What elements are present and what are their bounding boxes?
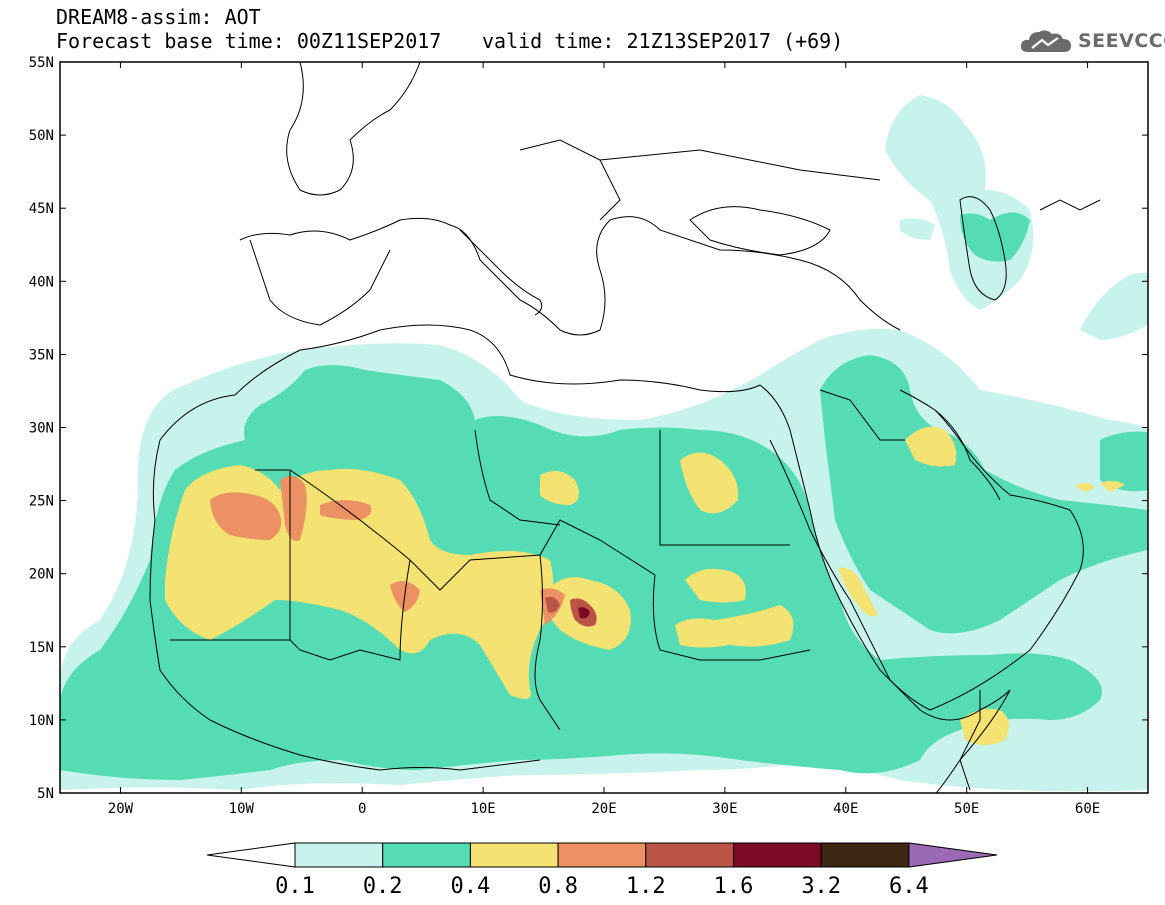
aot-level-0-1 — [885, 95, 1034, 310]
lat-tick-label: 40N — [29, 274, 54, 290]
lon-tick-label: 20E — [591, 801, 616, 817]
aot-level-0-8 — [280, 476, 307, 541]
forecast-base-time: Forecast base time: 00Z11SEP2017 — [56, 29, 442, 53]
europe-coastline — [239, 216, 901, 336]
colorbar-label: 1.2 — [626, 874, 666, 899]
colorbar-label: 1.6 — [714, 874, 754, 899]
border-line — [519, 139, 621, 221]
border-line — [659, 430, 790, 546]
colorbar-swatch — [820, 842, 910, 868]
lat-tick-label: 50N — [29, 128, 54, 144]
aot-level-0-2 — [1100, 431, 1148, 492]
aot-level-0-4 — [1075, 483, 1095, 492]
colorbar-swatch — [294, 842, 384, 868]
colorbar-label: 3.2 — [801, 874, 841, 899]
aot-level-0-4 — [838, 567, 878, 617]
aot-level-0-4 — [540, 471, 579, 505]
colorbar: 0.1 0.2 0.4 0.8 1.2 1.6 3.2 6.4 — [206, 842, 997, 899]
arabia-coast — [899, 389, 1084, 711]
colorbar-swatch — [382, 842, 471, 868]
colorbar-label: 0.1 — [275, 874, 315, 899]
black-sea — [689, 206, 831, 256]
colorbar-label: 0.8 — [538, 874, 578, 899]
border-line — [819, 389, 905, 441]
aot-level-0-1 — [900, 218, 935, 240]
latitude-axis: 5N 10N 15N 20N 25N 30N 35N 40N 45N 50N 55N — [29, 55, 1148, 802]
coastlines — [149, 62, 1101, 793]
lon-tick-label: 0 — [358, 801, 366, 817]
lon-tick-label: 50E — [954, 801, 979, 817]
italy-coast — [459, 229, 543, 316]
valid-time: valid time: 21Z13SEP2017 (+69) — [482, 29, 844, 53]
border-line — [534, 554, 561, 731]
lat-tick-label: 55N — [29, 55, 54, 71]
cloud-icon — [1020, 30, 1071, 52]
lon-tick-label: 60E — [1075, 801, 1100, 817]
west-africa-coast — [149, 439, 541, 771]
lat-tick-label: 25N — [29, 494, 54, 510]
colorbar-swatch — [645, 842, 734, 868]
lon-tick-label: 20W — [108, 801, 134, 817]
red-sea-east-coast — [769, 439, 931, 711]
colorbar-low-arrow — [206, 842, 296, 868]
border-line — [474, 429, 561, 526]
aot-level-0-8 — [320, 500, 372, 520]
aot-field — [60, 95, 1148, 792]
lat-tick-label: 20N — [29, 567, 54, 583]
caspian-sea — [959, 196, 1007, 301]
lat-tick-label: 5N — [37, 786, 54, 802]
colorbar-swatch — [733, 842, 822, 868]
lat-tick-label: 30N — [29, 421, 54, 437]
border-line — [959, 690, 981, 791]
seevccc-logo: SEEVCCC — [1018, 24, 1165, 58]
border-line — [289, 469, 656, 591]
lat-tick-label: 45N — [29, 201, 54, 217]
colorbar-label: 0.4 — [451, 874, 491, 899]
border-line — [289, 559, 411, 661]
aot-level-0-1 — [1080, 272, 1148, 340]
north-europe-coast — [286, 62, 421, 196]
logo-text: SEEVCCC — [1078, 30, 1165, 52]
aot-level-0-8 — [210, 492, 282, 540]
lon-tick-label: 40E — [833, 801, 858, 817]
lat-tick-label: 35N — [29, 347, 54, 363]
aot-level-0-4 — [905, 426, 957, 467]
aot-level-0-4 — [1100, 480, 1125, 492]
iberia — [249, 239, 391, 326]
aot-level-0-4 — [685, 568, 746, 603]
colorbar-swatch — [469, 842, 559, 868]
aot-level-0-2 — [960, 212, 1030, 262]
lon-tick-label: 10W — [229, 801, 255, 817]
lat-tick-label: 10N — [29, 713, 54, 729]
border-line — [652, 574, 811, 661]
aot-level-0-4 — [675, 605, 794, 648]
colorbar-label: 6.4 — [889, 874, 929, 899]
colorbar-swatch — [557, 842, 647, 868]
colorbar-high-arrow — [908, 842, 997, 868]
aot-level-0-2 — [820, 355, 1148, 634]
lon-tick-label: 10E — [470, 801, 495, 817]
aot-level-1-2 — [545, 596, 560, 613]
border-line — [170, 469, 291, 641]
aot-level-1-6 — [578, 607, 590, 619]
lon-tick-label: 30E — [712, 801, 737, 817]
colorbar-label: 0.2 — [363, 874, 403, 899]
persian-gulf — [934, 409, 1001, 501]
product-title: DREAM8-assim: AOT — [56, 5, 261, 29]
border-line — [1039, 199, 1101, 211]
aot-level-0-2 — [60, 365, 1102, 780]
lat-tick-label: 15N — [29, 640, 54, 656]
aot-level-0-4 — [680, 452, 739, 514]
border-line — [599, 149, 881, 181]
longitude-axis: 20W 10W 0 10E 20E 30E 40E 50E 60E — [108, 62, 1100, 817]
